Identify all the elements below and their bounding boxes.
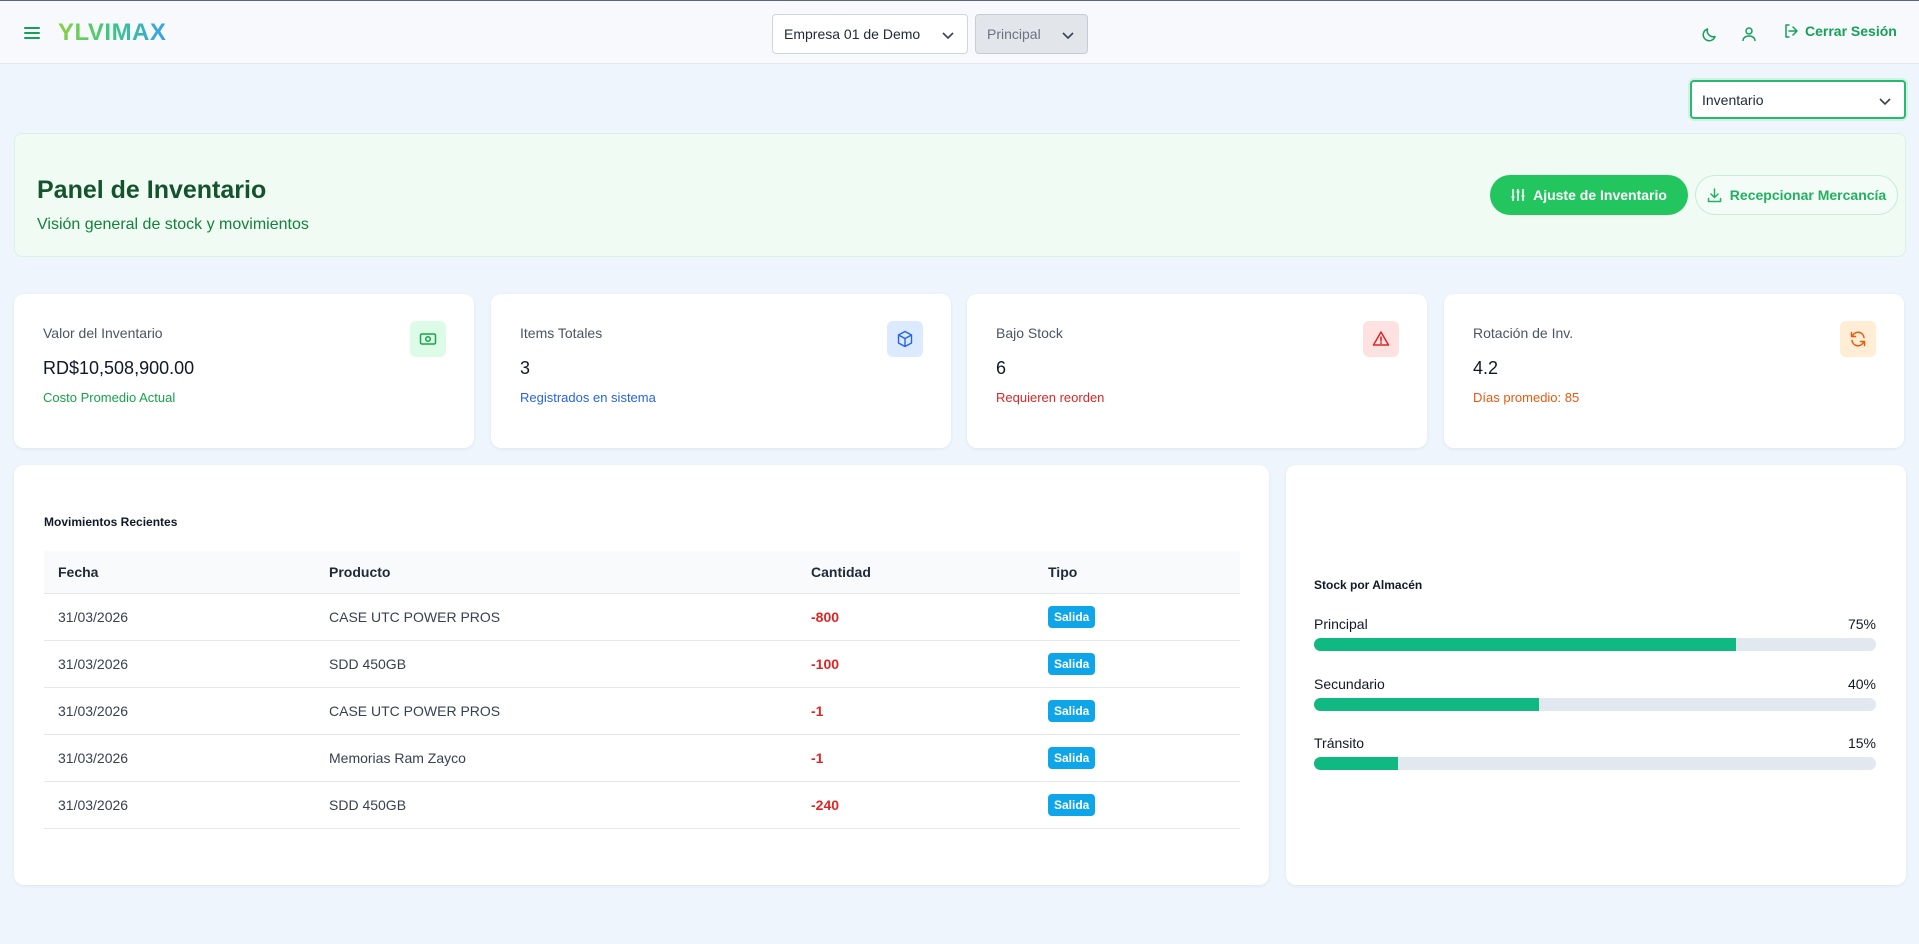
type-badge: Salida bbox=[1048, 652, 1096, 675]
column-header-fecha[interactable]: Fecha bbox=[44, 551, 315, 594]
movements-table: Fecha Producto Cantidad Tipo 31/03/2026 … bbox=[44, 551, 1240, 829]
type-badge: Salida bbox=[1048, 605, 1096, 628]
cell-fecha: 31/03/2026 bbox=[44, 593, 315, 641]
table-header-row: Fecha Producto Cantidad Tipo bbox=[44, 551, 1240, 594]
warning-icon bbox=[1363, 321, 1399, 357]
inventory-value-card: Valor del Inventario RD$10,508,900.00 Co… bbox=[14, 294, 474, 448]
refresh-icon bbox=[1840, 321, 1876, 357]
warehouse-name: Principal bbox=[1314, 616, 1368, 632]
low-stock-card: Bajo Stock 6 Requieren reorden bbox=[967, 294, 1427, 448]
cell-cantidad: -1 bbox=[797, 687, 1034, 735]
branch-select-value: Principal bbox=[987, 26, 1041, 42]
warehouse-percent: 40% bbox=[1847, 676, 1876, 692]
cell-cantidad: -1 bbox=[797, 734, 1034, 782]
receive-goods-label: Recepcionar Mercancía bbox=[1729, 187, 1887, 203]
progress-track bbox=[1314, 698, 1876, 711]
top-navbar: YLVIMAX Empresa 01 de Demo Principal Cer… bbox=[0, 0, 1919, 64]
progress-fill bbox=[1314, 757, 1399, 770]
panel-title: Movimientos Recientes bbox=[44, 515, 178, 529]
cell-cantidad: -100 bbox=[797, 640, 1034, 688]
cell-cantidad: -800 bbox=[797, 593, 1034, 641]
type-badge: Salida bbox=[1048, 699, 1096, 722]
recent-movements-panel: Movimientos Recientes Fecha Producto Can… bbox=[14, 465, 1269, 885]
table-row[interactable]: 31/03/2026 Memorias Ram Zayco -1 Salida bbox=[44, 734, 1240, 782]
card-value: 4.2 bbox=[1473, 358, 1499, 378]
company-select-value: Empresa 01 de Demo bbox=[784, 26, 921, 42]
page-subtitle: Visión general de stock y movimientos bbox=[37, 216, 309, 233]
column-header-tipo[interactable]: Tipo bbox=[1034, 551, 1240, 594]
cell-producto: Memorias Ram Zayco bbox=[315, 734, 797, 782]
logout-label: Cerrar Sesión bbox=[1805, 23, 1897, 39]
progress-fill bbox=[1314, 638, 1736, 651]
cell-producto: CASE UTC POWER PROS bbox=[315, 593, 797, 641]
chevron-down-icon bbox=[942, 32, 954, 40]
chevron-down-icon bbox=[1062, 32, 1074, 40]
sliders-icon bbox=[1511, 189, 1525, 201]
inventory-adjust-label: Ajuste de Inventario bbox=[1533, 187, 1667, 203]
progress-track bbox=[1314, 638, 1876, 651]
menu-icon[interactable] bbox=[22, 23, 42, 43]
cell-tipo: Salida bbox=[1034, 640, 1240, 688]
stock-by-warehouse-panel: Stock por Almacén Principal 75% Secundar… bbox=[1286, 465, 1906, 885]
card-value: RD$10,508,900.00 bbox=[43, 358, 195, 378]
card-label: Valor del Inventario bbox=[43, 325, 163, 341]
inventory-adjust-button[interactable]: Ajuste de Inventario bbox=[1490, 175, 1688, 215]
download-icon bbox=[1707, 187, 1722, 202]
warehouse-percent: 75% bbox=[1847, 616, 1876, 632]
inventory-hero-panel: Panel de Inventario Visión general de st… bbox=[14, 133, 1906, 257]
card-note: Días promedio: 85 bbox=[1473, 390, 1580, 405]
cell-fecha: 31/03/2026 bbox=[44, 687, 315, 735]
company-select[interactable]: Empresa 01 de Demo bbox=[772, 14, 968, 54]
type-badge: Salida bbox=[1048, 793, 1096, 816]
card-label: Rotación de Inv. bbox=[1473, 325, 1574, 341]
module-select[interactable]: Inventario bbox=[1690, 80, 1906, 119]
cell-tipo: Salida bbox=[1034, 593, 1240, 641]
cell-tipo: Salida bbox=[1034, 734, 1240, 782]
branch-select[interactable]: Principal bbox=[975, 14, 1088, 54]
total-items-card: Items Totales 3 Registrados en sistema bbox=[491, 294, 951, 448]
cell-fecha: 31/03/2026 bbox=[44, 734, 315, 782]
table-row[interactable]: 31/03/2026 SDD 450GB -240 Salida bbox=[44, 781, 1240, 829]
cell-cantidad: -240 bbox=[797, 781, 1034, 829]
card-note: Registrados en sistema bbox=[520, 390, 656, 405]
cell-producto: CASE UTC POWER PROS bbox=[315, 687, 797, 735]
cell-fecha: 31/03/2026 bbox=[44, 640, 315, 688]
app-logo[interactable]: YLVIMAX bbox=[58, 19, 167, 46]
page-title: Panel de Inventario bbox=[37, 176, 267, 204]
card-label: Bajo Stock bbox=[996, 325, 1063, 341]
logout-button[interactable]: Cerrar Sesión bbox=[1783, 23, 1897, 39]
column-header-producto[interactable]: Producto bbox=[315, 551, 797, 594]
cell-tipo: Salida bbox=[1034, 687, 1240, 735]
card-note: Costo Promedio Actual bbox=[43, 390, 176, 405]
box-icon bbox=[887, 321, 923, 357]
card-value: 6 bbox=[996, 358, 1007, 378]
chevron-down-icon bbox=[1879, 98, 1891, 106]
cell-tipo: Salida bbox=[1034, 781, 1240, 829]
card-label: Items Totales bbox=[520, 325, 603, 341]
table-row[interactable]: 31/03/2026 CASE UTC POWER PROS -800 Sali… bbox=[44, 593, 1240, 641]
moon-icon[interactable] bbox=[1701, 25, 1719, 43]
table-row[interactable]: 31/03/2026 SDD 450GB -100 Salida bbox=[44, 640, 1240, 688]
progress-track bbox=[1314, 757, 1876, 770]
cell-fecha: 31/03/2026 bbox=[44, 781, 315, 829]
cash-icon bbox=[410, 321, 446, 357]
receive-goods-button[interactable]: Recepcionar Mercancía bbox=[1695, 175, 1898, 215]
warehouse-name: Secundario bbox=[1314, 676, 1385, 692]
progress-fill bbox=[1314, 698, 1539, 711]
type-badge: Salida bbox=[1048, 746, 1096, 769]
warehouse-name: Tránsito bbox=[1314, 735, 1365, 751]
warehouse-percent: 15% bbox=[1847, 735, 1876, 751]
column-header-cantidad[interactable]: Cantidad bbox=[797, 551, 1034, 594]
logout-icon bbox=[1785, 24, 1798, 38]
inventory-rotation-card: Rotación de Inv. 4.2 Días promedio: 85 bbox=[1444, 294, 1904, 448]
card-value: 3 bbox=[520, 358, 531, 378]
cell-producto: SDD 450GB bbox=[315, 781, 797, 829]
user-icon[interactable] bbox=[1740, 25, 1758, 43]
card-note: Requieren reorden bbox=[996, 390, 1105, 405]
table-row[interactable]: 31/03/2026 CASE UTC POWER PROS -1 Salida bbox=[44, 687, 1240, 735]
module-select-value: Inventario bbox=[1702, 91, 1764, 108]
cell-producto: SDD 450GB bbox=[315, 640, 797, 688]
panel-title: Stock por Almacén bbox=[1314, 578, 1423, 592]
